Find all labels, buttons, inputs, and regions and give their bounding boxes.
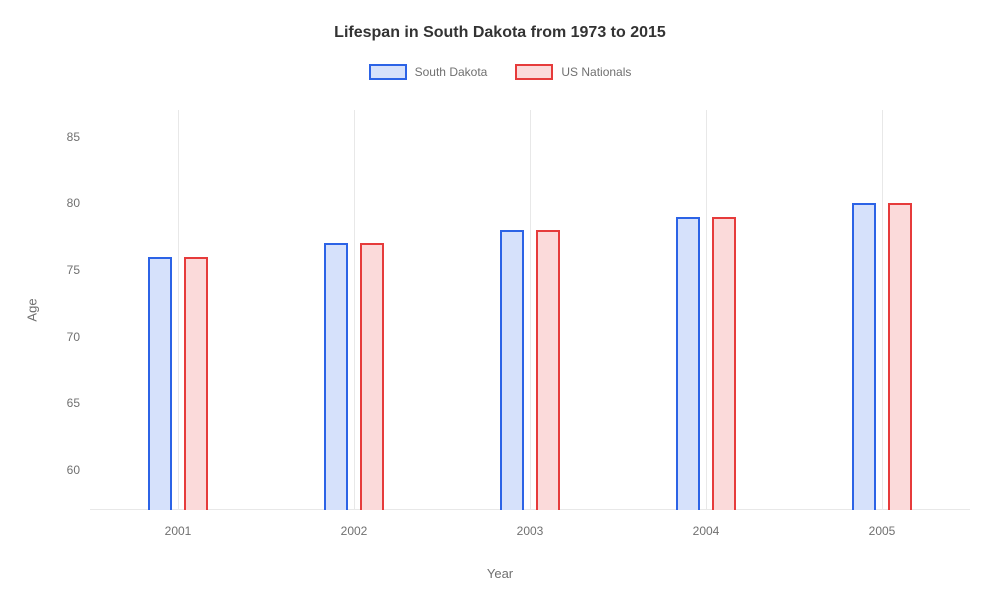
legend-item: US Nationals [515, 64, 631, 80]
x-tick-label: 2003 [517, 524, 544, 538]
chart-title: Lifespan in South Dakota from 1973 to 20… [0, 24, 1000, 42]
bar [184, 257, 208, 510]
y-tick-label: 80 [67, 196, 80, 210]
vertical-gridline [178, 110, 179, 510]
x-tick-label: 2002 [341, 524, 368, 538]
vertical-gridline [882, 110, 883, 510]
bar [324, 243, 348, 510]
y-axis-label: Age [25, 298, 40, 321]
y-tick-label: 75 [67, 263, 80, 277]
legend-swatch [369, 64, 407, 80]
legend-label: South Dakota [415, 65, 488, 79]
legend-item: South Dakota [369, 64, 488, 80]
bar [536, 230, 560, 510]
chart-legend: South Dakota US Nationals [0, 64, 1000, 80]
x-tick-label: 2005 [869, 524, 896, 538]
bar [712, 217, 736, 510]
vertical-gridline [706, 110, 707, 510]
y-tick-label: 85 [67, 130, 80, 144]
bar [148, 257, 172, 510]
vertical-gridline [354, 110, 355, 510]
vertical-gridline [530, 110, 531, 510]
x-axis-label: Year [0, 566, 1000, 581]
bar [676, 217, 700, 510]
plot-area: 60657075808520012002200320042005 [90, 110, 970, 510]
x-tick-label: 2001 [165, 524, 192, 538]
y-tick-label: 65 [67, 396, 80, 410]
x-tick-label: 2004 [693, 524, 720, 538]
bar [888, 203, 912, 510]
legend-swatch [515, 64, 553, 80]
y-tick-label: 70 [67, 330, 80, 344]
legend-label: US Nationals [561, 65, 631, 79]
bar [852, 203, 876, 510]
bar [500, 230, 524, 510]
y-tick-label: 60 [67, 463, 80, 477]
bar [360, 243, 384, 510]
chart-container: Lifespan in South Dakota from 1973 to 20… [0, 0, 1000, 600]
